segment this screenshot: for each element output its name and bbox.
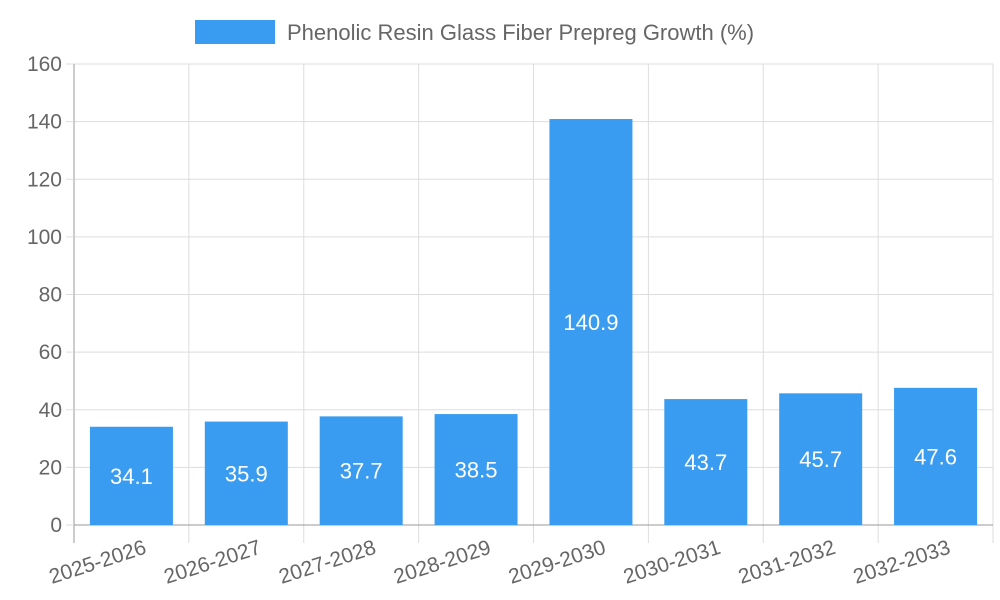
x-tick-label: 2028-2029 <box>391 536 494 589</box>
data-label-2031-2032: 45.7 <box>799 447 842 472</box>
legend-swatch <box>195 20 275 44</box>
y-tick-label: 0 <box>50 514 62 537</box>
data-label-2025-2026: 34.1 <box>110 464 153 489</box>
data-label-2027-2028: 37.7 <box>340 459 383 484</box>
data-label-2028-2029: 38.5 <box>455 458 498 483</box>
legend[interactable]: Phenolic Resin Glass Fiber Prepreg Growt… <box>195 20 754 45</box>
y-tick-label: 100 <box>27 226 62 249</box>
y-tick-label: 40 <box>39 399 62 422</box>
y-tick-label: 140 <box>27 111 62 134</box>
x-tick-label: 2030-2031 <box>621 536 724 589</box>
y-axis-ticks: 0 20 40 60 80 100 120 140 160 <box>27 53 74 537</box>
legend-label: Phenolic Resin Glass Fiber Prepreg Growt… <box>287 20 754 45</box>
x-axis-ticks: 2025-2026 2026-2027 2027-2028 2028-2029 2029… <box>46 536 953 589</box>
x-tick-label: 2032-2033 <box>850 536 953 589</box>
bar-chart: Phenolic Resin Glass Fiber Prepreg Growt… <box>0 0 1000 600</box>
x-tick-label: 2027-2028 <box>276 536 379 589</box>
x-tick-label: 2025-2026 <box>46 536 149 589</box>
y-tick-label: 120 <box>27 168 62 191</box>
y-tick-label: 80 <box>39 284 62 307</box>
y-tick-label: 160 <box>27 53 62 76</box>
x-tick-label: 2026-2027 <box>161 536 264 589</box>
data-label-2032-2033: 47.6 <box>914 444 957 469</box>
y-tick-label: 60 <box>39 341 62 364</box>
data-label-2029-2030: 140.9 <box>563 310 618 335</box>
y-tick-label: 20 <box>39 456 62 479</box>
x-tick-label: 2031-2032 <box>736 536 839 589</box>
data-label-2030-2031: 43.7 <box>684 450 727 475</box>
x-tick-label: 2029-2030 <box>506 536 609 589</box>
data-label-2026-2027: 35.9 <box>225 461 268 486</box>
